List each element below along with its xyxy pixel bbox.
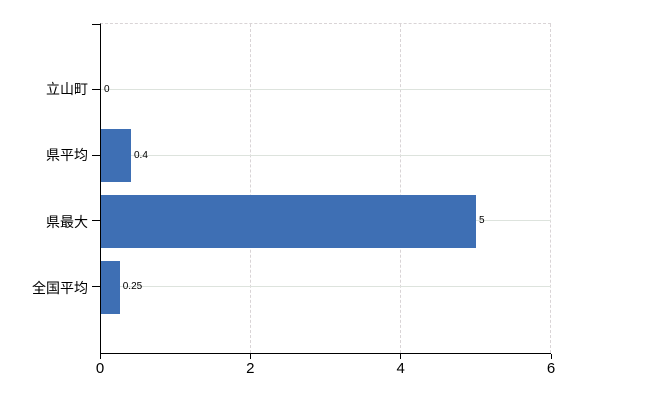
y-axis-labels: 立山町県平均県最大全国平均 — [0, 23, 88, 354]
y-axis-label: 全国平均 — [32, 279, 88, 296]
y-axis-tick — [92, 24, 100, 25]
y-axis-tick — [92, 154, 100, 156]
x-tick-mark — [400, 354, 402, 359]
x-tick-mark — [249, 354, 251, 359]
x-tick-mark — [99, 354, 101, 359]
x-tick-mark — [550, 354, 552, 359]
bar — [101, 129, 131, 183]
y-axis-tick — [92, 88, 100, 90]
vertical-gridline — [550, 24, 551, 353]
x-tick-label: 0 — [95, 360, 105, 377]
horizontal-gridline — [101, 154, 551, 156]
bar — [101, 260, 120, 314]
x-axis: 0 2 4 6 — [96, 354, 555, 390]
y-axis-label: 県最大 — [46, 213, 88, 230]
x-tick-label: 2 — [246, 360, 255, 377]
y-axis-tick — [92, 220, 100, 222]
y-axis-label: 県平均 — [46, 147, 88, 164]
vertical-gridline — [399, 24, 401, 353]
horizontal-gridline — [101, 286, 551, 288]
x-tick-label: 6 — [546, 360, 556, 377]
y-axis-tick — [92, 286, 100, 288]
bar-value-label: 0.4 — [134, 149, 148, 161]
bar — [101, 194, 476, 248]
y-axis-label: 立山町 — [46, 81, 88, 98]
x-tick-label: 4 — [396, 360, 405, 377]
bar-value-label: 0.25 — [122, 281, 143, 293]
bar-value-label: 0 — [104, 83, 110, 95]
vertical-gridline — [249, 24, 251, 353]
bar-value-label: 5 — [479, 215, 485, 227]
horizontal-gridline — [101, 88, 551, 90]
plot-area: 0 0.4 5 0.25 — [92, 23, 551, 354]
